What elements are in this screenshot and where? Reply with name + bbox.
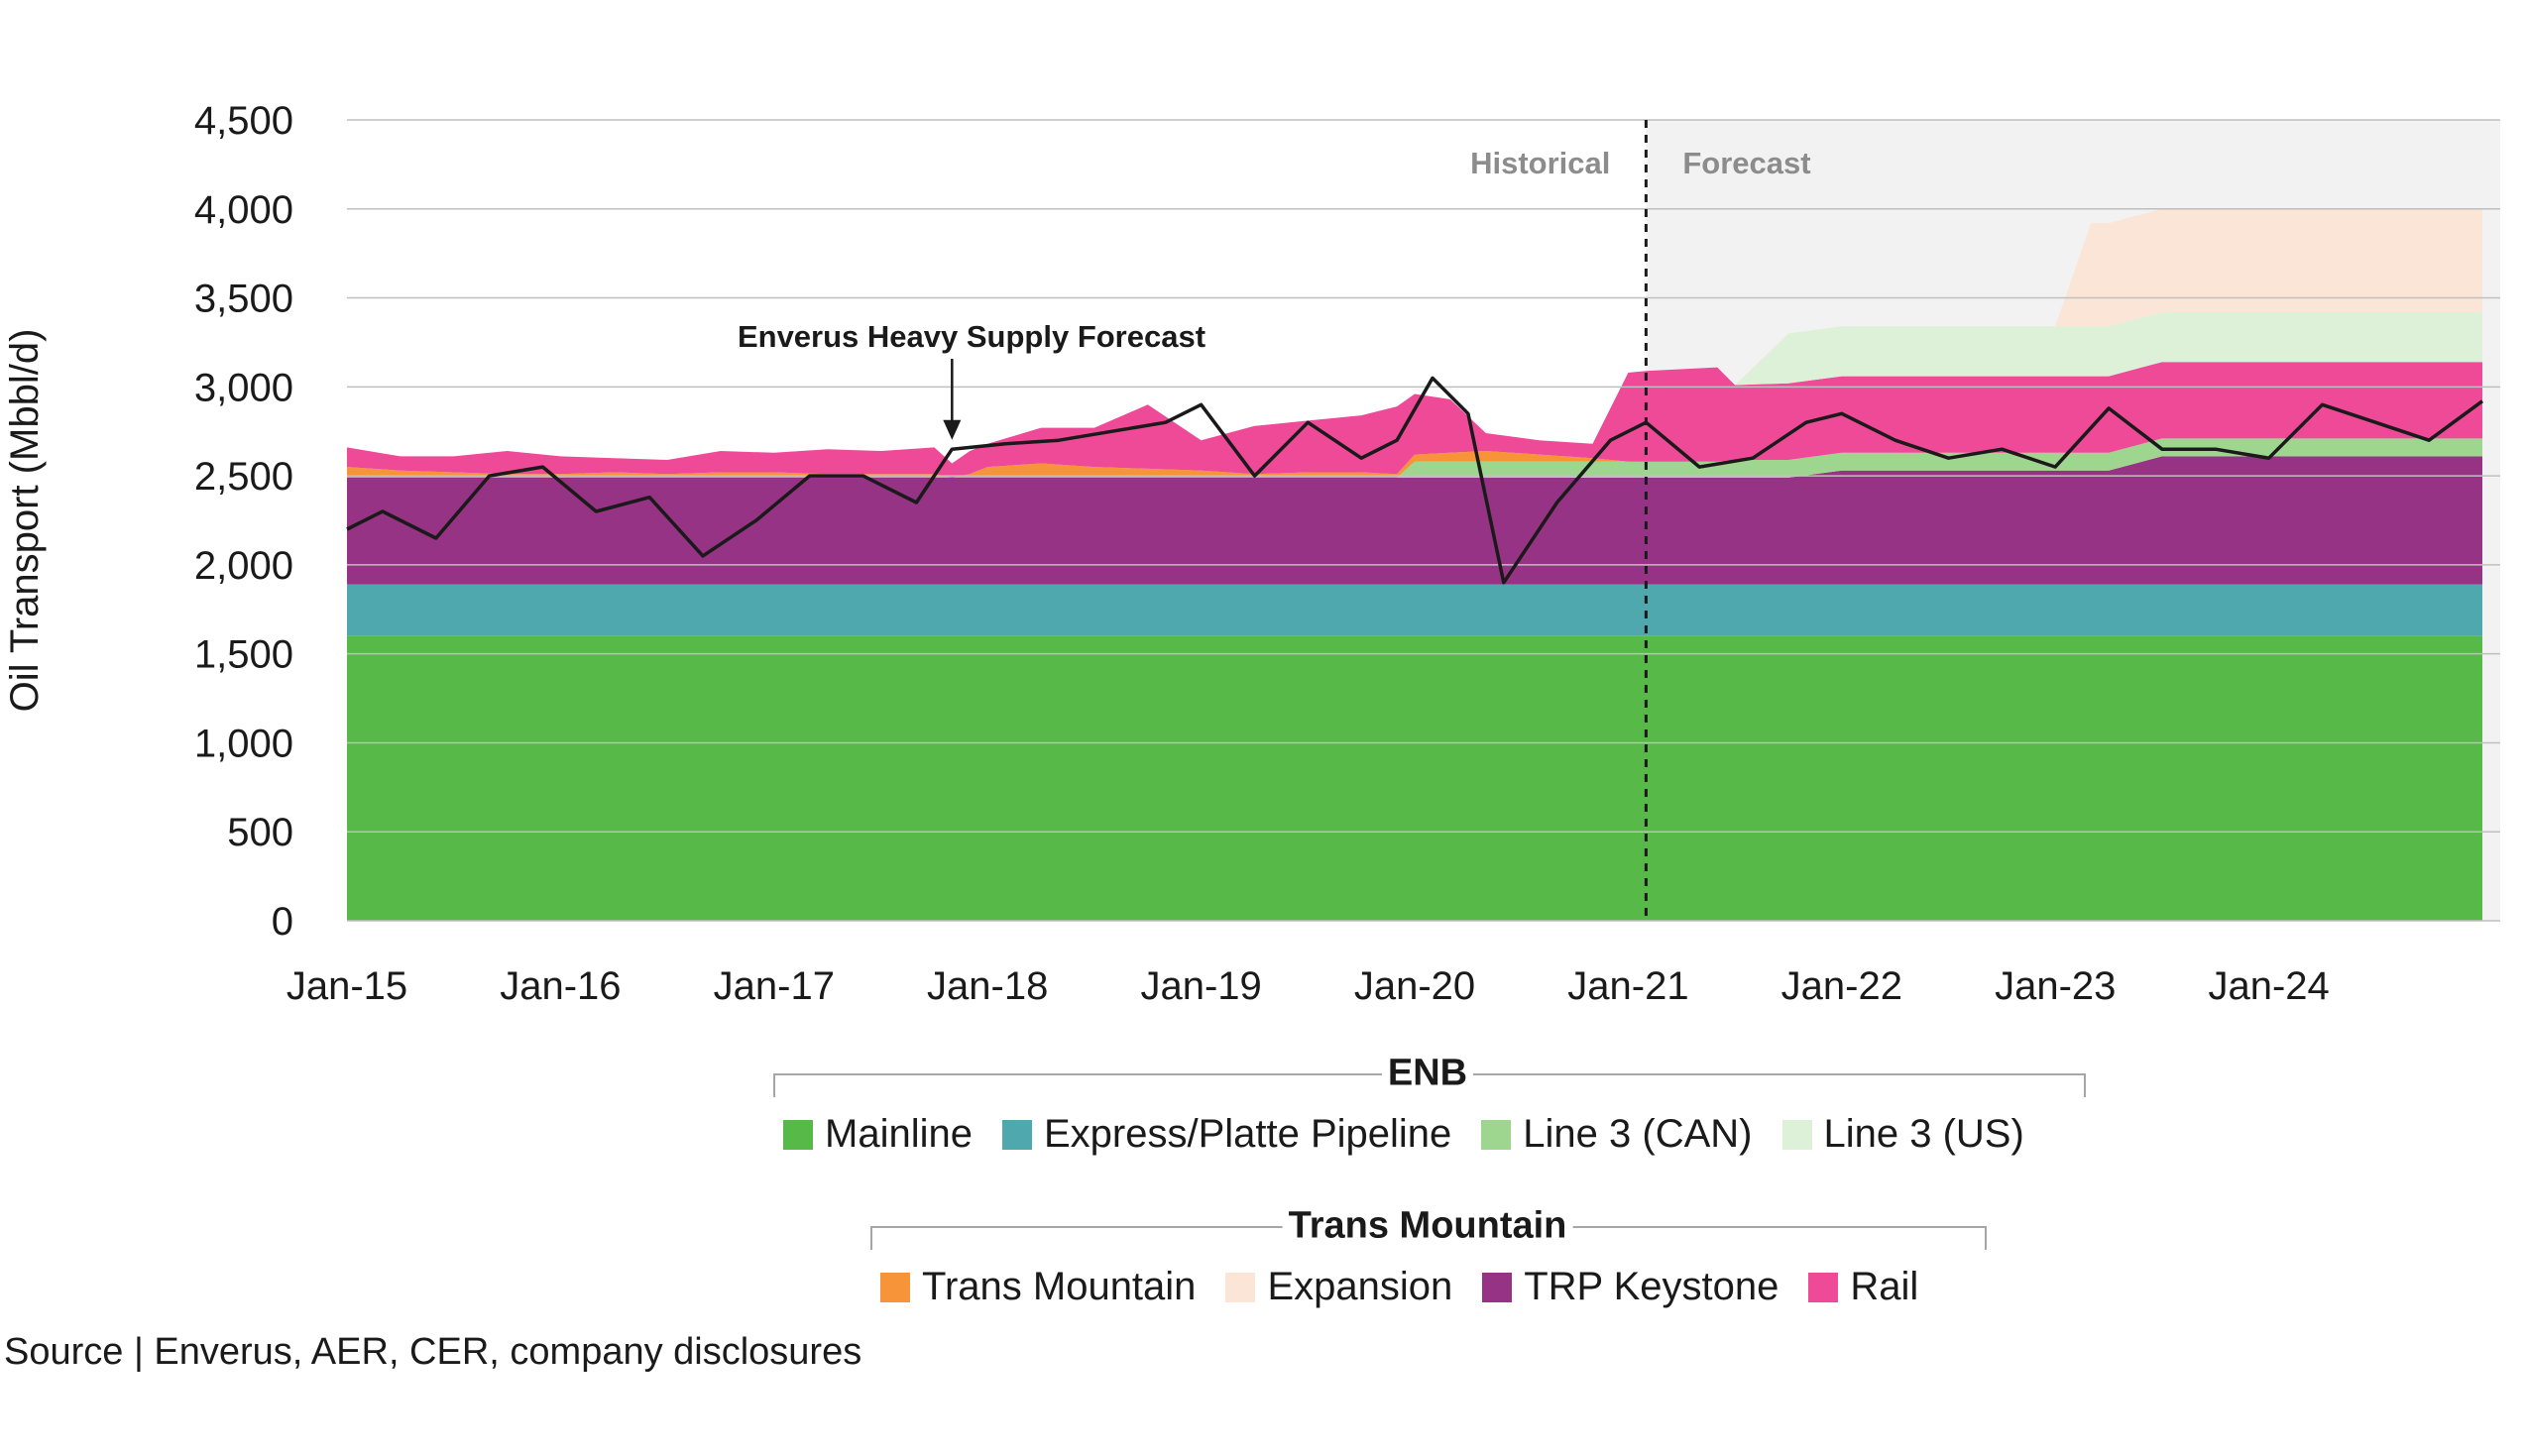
x-tick-label: Jan-21	[1567, 964, 1688, 1008]
legend-item-expansion: Expansion	[1225, 1265, 1452, 1309]
y-axis-label: Oil Transport (Mbbl/d)	[3, 329, 47, 713]
x-tick-label: Jan-15	[287, 964, 407, 1008]
legend-enb-title: ENB	[1381, 1052, 1474, 1095]
forecast-label: Forecast	[1682, 146, 1810, 180]
legend-tm-title: Trans Mountain	[1282, 1204, 1573, 1248]
y-tick-label: 4,000	[194, 188, 293, 232]
legend-item-mainline: Mainline	[783, 1112, 973, 1157]
legend-swatch	[1001, 1119, 1032, 1150]
legend-label: Rail	[1850, 1265, 1919, 1308]
x-tick-label: Jan-19	[1140, 964, 1261, 1008]
legend-label: Line 3 (US)	[1823, 1112, 2024, 1156]
chart: Historical Forecast Enverus Heavy Supply…	[3, 99, 2500, 1008]
legend-swatch	[1808, 1272, 1839, 1302]
x-axis-ticks: Jan-15 Jan-16 Jan-17 Jan-18 Jan-19 Jan-20 Jan-…	[287, 964, 2330, 1008]
source-note: Source | Enverus, AER, CER, company disc…	[4, 1331, 862, 1373]
annotation-arrowhead	[943, 419, 962, 440]
supply-forecast-line	[346, 376, 2484, 585]
y-tick-label: 500	[227, 811, 293, 854]
legend-item-trans-mountain: Trans Mountain	[880, 1265, 1196, 1309]
y-axis-ticks: 0 500 1,000 1,500 2,000 2,500 3,000 3,500 4,000 4…	[194, 99, 293, 944]
legend-label: Trans Mountain	[922, 1265, 1197, 1308]
area-mainline	[347, 635, 2482, 921]
legend-label: Express/Platte Pipeline	[1043, 1112, 1452, 1156]
x-tick-label: Jan-16	[500, 964, 621, 1008]
x-tick-label: Jan-17	[714, 964, 835, 1008]
area-expansion	[347, 208, 2482, 464]
y-tick-label: 2,500	[194, 455, 293, 499]
annotation-label: Enverus Heavy Supply Forecast	[738, 319, 1205, 354]
area-rail	[347, 362, 2482, 478]
legend-item-rail: Rail	[1808, 1265, 1918, 1309]
legend-label: Mainline	[825, 1112, 973, 1156]
legend-swatch	[1781, 1119, 1812, 1150]
legend-item-trp-keystone: TRP Keystone	[1482, 1265, 1779, 1309]
legend-swatch	[1225, 1272, 1256, 1302]
x-tick-label: Jan-23	[1995, 964, 2116, 1008]
x-tick-label: Jan-18	[927, 964, 1048, 1008]
stacked-areas	[347, 208, 2482, 921]
legend-label: TRP Keystone	[1524, 1265, 1779, 1308]
x-tick-label: Jan-24	[2208, 964, 2329, 1008]
legend-item-line-3-us: Line 3 (US)	[1781, 1112, 2024, 1157]
legend-item-line-3-can: Line 3 (CAN)	[1481, 1112, 1753, 1157]
area-line-3-can	[347, 438, 2482, 478]
historical-label: Historical	[1470, 146, 1610, 180]
area-trp-keystone	[347, 456, 2482, 585]
y-tick-label: 2,000	[194, 544, 293, 588]
y-tick-label: 1,000	[194, 722, 293, 765]
y-tick-label: 4,500	[194, 99, 293, 143]
legend-swatch	[1481, 1119, 1512, 1150]
y-tick-label: 0	[272, 900, 293, 944]
legend-label: Expansion	[1267, 1265, 1453, 1308]
x-tick-label: Jan-20	[1354, 964, 1475, 1008]
y-tick-label: 1,500	[194, 633, 293, 677]
area-express-platte-pipeline	[347, 584, 2482, 636]
area-line-3-us	[347, 311, 2482, 464]
legend-swatch	[783, 1119, 813, 1150]
legend-label: Line 3 (CAN)	[1523, 1112, 1753, 1156]
legend-item-express-platte-pipeline: Express/Platte Pipeline	[1001, 1112, 1452, 1157]
legend-tm-items: Trans Mountain Expansion TRP Keystone Rail	[880, 1265, 1948, 1309]
legend-swatch	[880, 1272, 910, 1302]
area-trans-mountain	[347, 438, 2482, 478]
y-tick-label: 3,000	[194, 366, 293, 409]
legend-enb-items: Mainline Express/Platte Pipeline Line 3 (C…	[783, 1112, 2054, 1157]
gridlines	[347, 119, 2500, 922]
y-tick-label: 3,500	[194, 278, 293, 321]
legend-swatch	[1482, 1272, 1513, 1302]
x-tick-label: Jan-22	[1781, 964, 1902, 1008]
